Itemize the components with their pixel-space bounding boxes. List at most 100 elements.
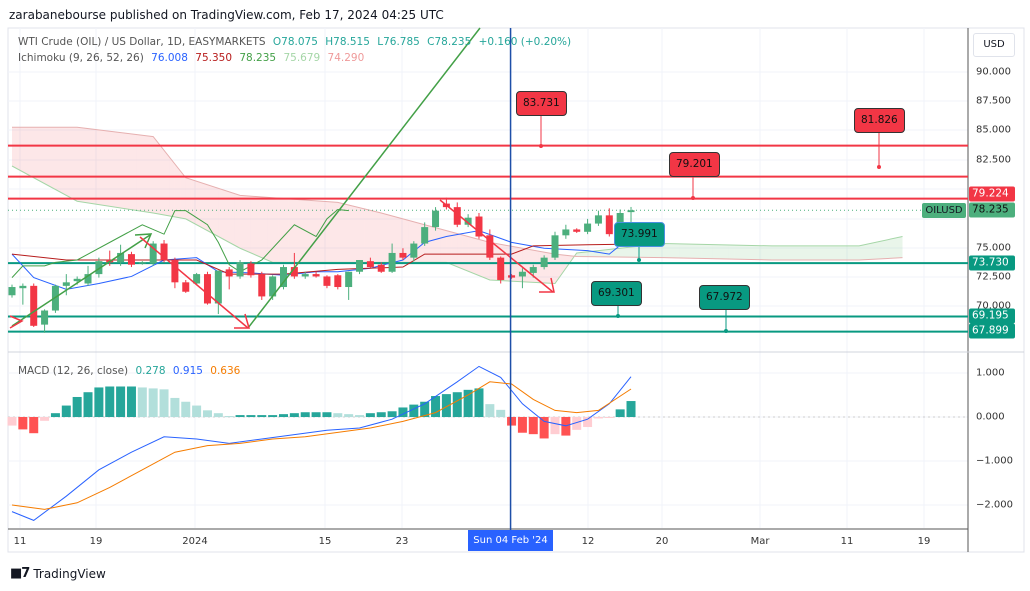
macd-axis-label: −2.000 [976,499,1014,511]
candle-up [269,276,277,297]
symbol-tag: OILUSD [922,203,966,218]
macd-histogram-bar [517,417,527,433]
arrow-head-icon [9,315,24,329]
symbol-title[interactable]: WTI Crude (OIL) / US Dollar, 1D, EASYMAR… [18,36,266,48]
macd-histogram-bar [289,413,299,417]
trend-arrow-down [139,236,249,329]
macd-histogram-bar [18,417,28,430]
callout-83731[interactable]: 83.731 [516,91,567,116]
macd-histogram-bar [333,413,343,417]
time-axis-label: 19 [917,536,931,547]
ichimoku-cloud-segment [478,239,485,278]
ichimoku-cloud-segment [652,244,659,258]
macd-histogram-bar [452,392,462,417]
macd-histogram-bar [126,386,136,417]
ichimoku-label: Ichimoku (9, 26, 52, 26) [18,52,144,64]
callout-73991[interactable]: 73.991 [614,222,665,247]
candle-down [203,274,211,304]
ichimoku-cloud-segment [343,203,349,263]
ichimoku-cloud-segment [864,243,870,260]
ichimoku-cloud-segment [815,245,822,260]
macd-histogram-bar [409,404,419,417]
macd-histogram-bar [279,414,288,417]
ichimoku-cloud-segment [115,131,121,208]
callout-67972[interactable]: 67.972 [699,285,750,310]
macd-histogram-bar [583,417,593,428]
macd-histogram-bar [192,405,202,417]
candle-down [399,252,407,258]
ichimoku-cloud-segment [446,230,452,265]
ichimoku-cloud-segment [723,244,729,260]
candle-up [627,210,635,213]
macd-histogram-bar [83,392,93,417]
ichimoku-lagging: 78.235 [239,52,277,64]
ichimoku-cloud-segment [348,205,355,263]
macd-histogram-bar [485,404,495,417]
macd-histogram-bar [170,397,180,417]
ichimoku-cloud-segment [663,243,670,258]
ichimoku-cloud-segment [462,235,469,272]
ichimoku-cloud-segment [555,254,561,284]
time-axis-label: 23 [395,536,409,547]
callout-79201[interactable]: 79.201 [669,152,720,177]
ichimoku-cloud-segment [875,241,881,260]
candle-down [475,216,483,237]
candle-up [301,274,309,277]
candle-up [421,227,429,244]
ichimoku-cloud-segment [451,232,458,267]
ichimoku-cloud-segment [625,247,632,258]
macd-histogram-bar [528,417,538,435]
tradingview-logo[interactable]: ■7 TradingView [10,566,106,581]
ichimoku-cloud-segment [207,184,213,234]
crosshair-date-label: Sun 04 Feb '24 [468,530,553,551]
ichimoku-cloud-segment [196,181,203,228]
callout-anchor [616,314,620,318]
trend-arrow-down [439,199,554,293]
ichimoku-cloud-segment [392,215,398,263]
candle-up [214,270,222,304]
macd-histogram-bar [105,386,115,417]
ichimoku-cloud-segment [55,127,61,193]
support-price-tag: 73.730 [969,255,1015,271]
currency-button[interactable]: USD [973,33,1015,57]
ichimoku-cloud-segment [212,186,219,237]
candle-down [30,285,38,326]
arrow-head-icon [234,313,250,329]
candle-up [529,267,537,273]
ichimoku-cloud-segment [772,245,778,260]
support-price-tag: 69.195 [969,308,1015,324]
ichimoku-cloud-segment [685,244,691,259]
ichimoku-cloud-segment [305,200,311,263]
time-axis-label: 19 [89,536,103,547]
candle-up [432,210,440,228]
macd-histogram-bar [181,401,191,417]
macd-histogram-bar [311,412,321,417]
candle-down [225,269,233,277]
macd-axis-label: 0.000 [976,411,1005,423]
time-axis-label: 11 [840,536,854,547]
ichimoku-cloud-segment [88,128,94,204]
publish-info: zarabanebourse published on TradingView.… [9,8,444,22]
price-axis-label: 75.000 [976,242,1011,254]
callout-69301[interactable]: 69.301 [591,281,642,306]
ichimoku-cloud-segment [120,132,127,209]
ichimoku-cloud-segment [788,245,794,260]
ichimoku-cloud-segment [853,245,860,260]
callout-81826[interactable]: 81.826 [854,108,905,133]
ichimoku-cloud-segment [527,249,534,283]
ichimoku-cloud-segment [440,229,447,263]
ichimoku-legend[interactable]: Ichimoku (9, 26, 52, 26) 76.008 75.350 7… [18,52,368,64]
candle-up [280,267,287,288]
macd-legend[interactable]: MACD (12, 26, close) 0.278 0.915 0.636 [18,365,244,377]
candle-up [410,243,418,258]
candle-up [540,257,548,268]
trend-line-up [247,27,481,329]
ichimoku-cloud-segment [669,243,675,258]
time-axis-label: 2024 [182,536,208,547]
ichimoku-cloud-segment [109,131,116,208]
macd-histogram-bar [202,410,212,417]
ohlc-change: +0.160 (+0.20%) [478,36,572,48]
macd-histogram-bar [246,415,256,417]
ichimoku-cloud-segment [12,127,18,169]
